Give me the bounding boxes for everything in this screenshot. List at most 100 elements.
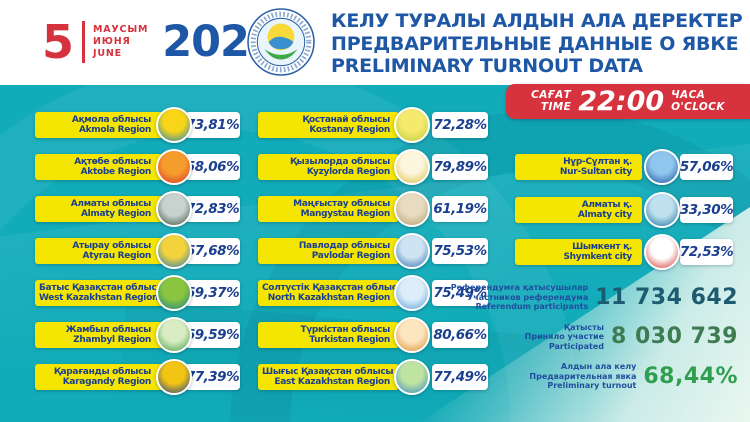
- summary-labels: Референдумға қатысушылар Участников рефе…: [451, 283, 588, 312]
- city-label: Нұр-Сұлтан қ. Nur-Sultan city: [515, 154, 642, 180]
- header: 5 МАУСЫМ ИЮНЯ JUNE 2022 КЕЛУ ТУРАЛЫ АЛДЫ…: [0, 0, 750, 85]
- turnout-percentage: 73,81%: [185, 112, 240, 138]
- shymkent-emblem-icon: [644, 234, 680, 270]
- region-name-kk: Алматы облысы: [70, 198, 152, 209]
- turnout-percentage: 75,53%: [432, 238, 488, 264]
- region-name-kk: Атырау облысы: [72, 240, 151, 251]
- region-name-kk: Павлодар облысы: [298, 240, 390, 251]
- turnout-percentage: 33,30%: [680, 197, 734, 223]
- region-name-en: Zhambyl Region: [73, 335, 151, 345]
- turnout-percentage: 77,49%: [432, 364, 488, 390]
- zhambyl-emblem-icon: [156, 317, 192, 353]
- region-name-en: Almaty Region: [80, 209, 151, 219]
- region-label: Солтүстік Қазақстан облысы North Kazakhs…: [258, 280, 399, 306]
- region-name-kk: Ақтөбе облысы: [74, 156, 151, 167]
- turnout-percentage: 77,39%: [185, 364, 240, 390]
- cities-column: Нұр-Сұлтан қ. Nur-Sultan city 57,06% Алм…: [515, 149, 734, 270]
- turnout-percentage: 72,28%: [432, 112, 488, 138]
- title-russian: ПРЕДВАРИТЕЛЬНЫЕ ДАННЫЕ О ЯВКЕ: [331, 32, 739, 55]
- city-name-kk: Алматы қ.: [581, 199, 633, 210]
- preliminary-turnout-value: 68,44%: [643, 363, 738, 389]
- turnout-percentage: 72,83%: [185, 196, 240, 222]
- regions-column-2: Қостанай облысы Kostanay Region 72,28% Қ…: [258, 107, 488, 395]
- kyzylorda-emblem-icon: [394, 149, 430, 185]
- mangystau-emblem-icon: [394, 191, 430, 227]
- east-kazakhstan-emblem-icon: [394, 359, 430, 395]
- time-label-russian: ЧАСА: [671, 89, 706, 101]
- summary-label-en: Referendum participants: [475, 302, 589, 311]
- region-label: Түркістан облысы Turkistan Region: [258, 322, 399, 348]
- summary-label-en: Participated: [548, 341, 605, 351]
- time-label-oclock: O'CLOCK: [671, 100, 725, 113]
- region-name-kk: Батыс Қазақстан облысы: [39, 282, 165, 293]
- region-row: Түркістан облысы Turkistan Region 80,66%: [258, 317, 488, 353]
- turnout-percentage: 61,19%: [432, 196, 488, 222]
- summary-labels: Қатысты Приняло участие Participated: [525, 323, 604, 352]
- region-name-kk: Ақмола облысы: [71, 114, 151, 125]
- time-label-right: ЧАСА O'CLOCK: [671, 89, 725, 113]
- region-row: Батыс Қазақстан облысы West Kazakhstan R…: [35, 275, 240, 311]
- city-label: Алматы қ. Almaty city: [515, 197, 642, 223]
- region-label: Қостанай облысы Kostanay Region: [258, 112, 399, 138]
- month-kazakh: МАУСЫМ: [93, 24, 149, 35]
- summary-label-ru: Предварительная явка: [529, 371, 637, 381]
- region-name-en: Atyrau Region: [82, 251, 152, 261]
- region-label: Павлодар облысы Pavlodar Region: [258, 238, 399, 264]
- summary-label-en: Preliminary turnout: [547, 381, 637, 390]
- summary-label-kk: Қатысты: [563, 322, 605, 332]
- pavlodar-emblem-icon: [394, 233, 430, 269]
- date-divider: [82, 21, 86, 63]
- region-row: Ақмола облысы Akmola Region 73,81%: [35, 107, 240, 143]
- date-block: 5 МАУСЫМ ИЮНЯ JUNE 2022: [42, 14, 279, 70]
- nur-sultan-emblem-icon: [644, 149, 680, 185]
- turnout-percentage: 67,68%: [185, 238, 240, 264]
- summary-participants: Референдумға қатысушылар Участников рефе…: [451, 283, 738, 312]
- city-row: Шымкент қ. Shymkent city 72,53%: [515, 234, 734, 270]
- region-row: Ақтөбе облысы Aktobe Region 58,06%: [35, 149, 240, 185]
- turnout-percentage: 69,59%: [185, 322, 240, 348]
- summary-label-ru: Участников референдума: [467, 292, 589, 302]
- region-name-en: Turkistan Region: [309, 335, 390, 345]
- west-kazakhstan-emblem-icon: [156, 275, 192, 311]
- turkistan-emblem-icon: [394, 317, 430, 353]
- city-name-kk: Нұр-Сұлтан қ.: [563, 156, 632, 167]
- region-name-en: East Kazakhstan Region: [274, 377, 390, 387]
- summary-label-kk: Алдын ала келу: [560, 362, 637, 371]
- region-name-kk: Қызылорда облысы: [289, 156, 390, 167]
- akmola-emblem-icon: [156, 107, 192, 143]
- summary-label-kk: Референдумға қатысушылар: [450, 283, 589, 292]
- region-row: Қызылорда облысы Kyzylorda Region 79,89%: [258, 149, 488, 185]
- summary-labels: Алдын ала келу Предварительная явка Prel…: [529, 362, 636, 391]
- region-row: Солтүстік Қазақстан облысы North Kazakhs…: [258, 275, 488, 311]
- region-label: Шығыс Қазақстан облысы East Kazakhstan R…: [258, 364, 399, 390]
- city-name-en: Nur-Sultan city: [559, 167, 632, 177]
- region-name-en: Pavlodar Region: [311, 251, 391, 261]
- region-name-kk: Солтүстік Қазақстан облысы: [262, 282, 399, 293]
- region-name-en: West Kazakhstan Region: [39, 293, 159, 303]
- north-kazakhstan-emblem-icon: [394, 275, 430, 311]
- region-name-kk: Маңғыстау облысы: [293, 198, 390, 209]
- turnout-percentage: 57,06%: [680, 154, 734, 180]
- title-english: PRELIMINARY TURNOUT DATA: [331, 55, 643, 77]
- kostanay-emblem-icon: [394, 107, 430, 143]
- region-label: Қызылорда облысы Kyzylorda Region: [258, 154, 399, 180]
- turnout-percentage: 79,89%: [432, 154, 488, 180]
- month-english: JUNE: [93, 48, 122, 59]
- turnout-percentage: 58,06%: [185, 154, 240, 180]
- turnout-percentage: 69,37%: [185, 280, 240, 306]
- region-name-en: Mangystau Region: [300, 209, 391, 219]
- region-row: Қарағанды облысы Karagandy Region 77,39%: [35, 359, 240, 395]
- almaty-city-emblem-icon: [644, 192, 680, 228]
- turnout-percentage: 80,66%: [432, 322, 488, 348]
- date-months: МАУСЫМ ИЮНЯ JUNE: [93, 24, 148, 60]
- region-row: Қостанай облысы Kostanay Region 72,28%: [258, 107, 488, 143]
- city-row: Нұр-Сұлтан қ. Nur-Sultan city 57,06%: [515, 149, 734, 185]
- region-row: Шығыс Қазақстан облысы East Kazakhstan R…: [258, 359, 488, 395]
- region-name-en: Kyzylorda Region: [306, 167, 390, 177]
- region-name-kk: Шығыс Қазақстан облысы: [262, 366, 394, 377]
- region-row: Алматы облысы Almaty Region 72,83%: [35, 191, 240, 227]
- regions-column-1: Ақмола облысы Akmola Region 73,81% Ақтөб…: [35, 107, 240, 395]
- region-name-kk: Жамбыл облысы: [65, 324, 152, 335]
- city-label: Шымкент қ. Shymkent city: [515, 239, 642, 265]
- turnout-percentage: 72,53%: [680, 239, 734, 265]
